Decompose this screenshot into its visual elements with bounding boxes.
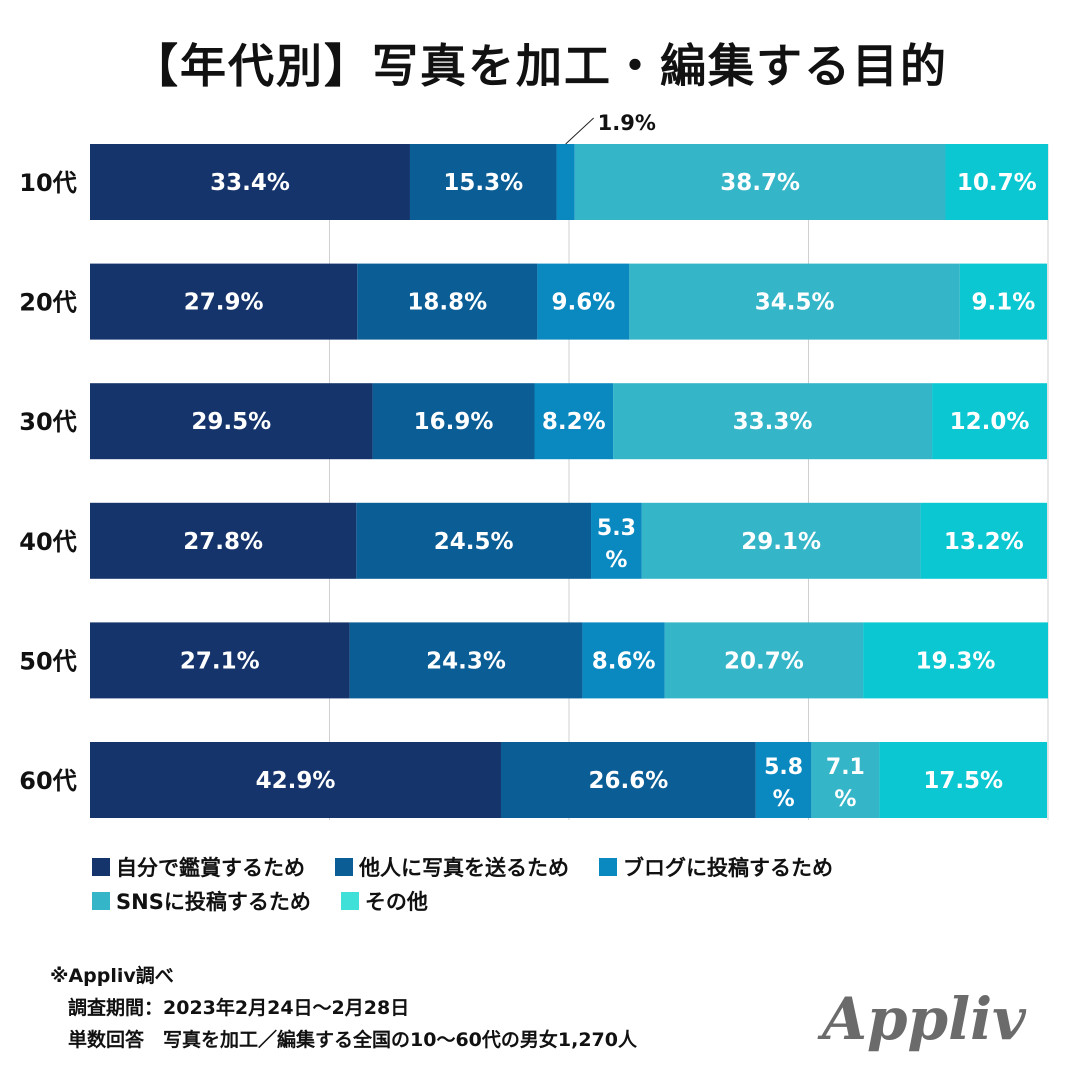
data-label-unit: % [834,787,856,812]
legend-item-blog: ブログに投稿するため [599,852,833,882]
bar-segment [90,622,350,699]
bar-segment [409,144,557,220]
bar-segment [90,502,357,579]
bar-segment [629,263,960,340]
data-label: 16.9% [414,409,494,435]
legend-swatch [340,892,359,910]
data-label: 1.9% [598,111,656,135]
data-label: 34.5% [755,290,835,316]
legend: 自分で鑑賞するため 他人に写真を送るため ブログに投稿するため SNSに投稿する… [92,850,992,918]
data-label: 5.3 [597,516,636,541]
sample-note: 単数回答 写真を加工／編集する全国の10〜60代の男女1,270人 [68,1029,637,1051]
legend-label: 他人に写真を送るため [359,856,569,880]
legend-row: SNSに投稿するため その他 [92,884,992,918]
data-label: 18.8% [407,290,487,316]
data-label: 12.0% [950,409,1030,435]
data-label: 24.5% [434,529,514,555]
bar-segment [755,742,812,818]
bar-segment [920,502,1048,579]
bar-segment [349,622,583,699]
legend-item-other: その他 [340,886,428,916]
data-label: 29.1% [741,529,821,555]
legend-label: 自分で鑑賞するため [116,856,305,880]
bar-segment [613,383,933,460]
bar-segment [372,383,535,460]
data-label: 27.8% [183,529,263,555]
data-label: 27.9% [184,290,264,316]
category-label: 40代 [19,528,76,556]
bar-segment [959,263,1048,340]
source-note: ※Appliv調べ [50,965,174,987]
data-label: 5.8 [764,755,803,780]
legend-item-send: 他人に写真を送るため [335,852,569,882]
appliv-logo: Appliv [822,985,1026,1053]
data-label: 9.6% [551,290,615,316]
bar-segment [932,383,1048,460]
bar-segment [574,144,946,220]
bar-segment [90,742,501,818]
stacked-bar-chart: 10代 33.4% 15.3% 1.9% 38.7% 10.7% 20代 27.9% 18.8%… [19,111,1049,820]
bar-segment [664,622,864,699]
data-label: 33.4% [210,170,290,196]
data-label: 9.1% [972,290,1036,316]
legend-swatch [92,892,110,910]
label-leader-line [565,117,594,145]
bar-segment [500,742,756,818]
legend-item-self: 自分で鑑賞するため [92,852,305,882]
data-label: 38.7% [720,170,800,196]
bar-segment [534,383,614,460]
data-label: 26.6% [588,768,668,794]
legend-swatch [92,858,110,876]
survey-notes: ※Appliv調べ 調査期間：2023年2月24日〜2月28日 単数回答 写真を… [50,960,637,1056]
legend-swatch [335,858,353,876]
data-label: 19.3% [916,648,996,674]
category-label: 10代 [19,169,76,197]
bar-segment [811,742,880,818]
data-label: 24.3% [426,648,506,674]
bar-segment [879,742,1048,818]
legend-label: SNSに投稿するため [116,890,311,914]
bar-segment [945,144,1048,220]
legend-row: 自分で鑑賞するため 他人に写真を送るため ブログに投稿するため [92,850,992,884]
category-label: 30代 [19,408,76,436]
data-label: 15.3% [443,170,523,196]
period-note: 調査期間：2023年2月24日〜2月28日 [68,997,410,1019]
data-label: 8.6% [592,648,656,674]
legend-label: その他 [364,890,428,914]
data-label: 27.1% [180,648,260,674]
bar-segment [582,622,665,699]
bar-segment [357,263,538,340]
data-label: 13.2% [944,529,1024,555]
data-label: 42.9% [256,768,336,794]
bar-segment [591,502,642,579]
bar-segment [863,622,1048,699]
bar-segment [641,502,921,579]
legend-item-sns: SNSに投稿するため [92,886,311,916]
data-label: 8.2% [542,409,606,435]
data-label: 7.1 [826,755,865,780]
bar-segment [556,144,575,220]
data-label: 29.5% [191,409,271,435]
bar-segment [537,263,630,340]
bar-segment [90,383,373,460]
chart-title: 【年代別】写真を加工・編集する目的 [132,39,948,93]
bar-segment [90,263,358,340]
data-label-unit: % [773,787,795,812]
category-label: 50代 [19,647,76,675]
data-label: 20.7% [724,648,804,674]
category-label: 60代 [19,767,76,795]
bar-segment [90,144,410,220]
data-label: 10.7% [957,170,1037,196]
data-label: 33.3% [733,409,813,435]
data-label-unit: % [605,548,627,573]
bar-segment [356,502,592,579]
legend-label: ブログに投稿するため [623,856,833,880]
legend-swatch [599,858,617,876]
data-label: 17.5% [923,768,1003,794]
category-label: 20代 [19,289,76,317]
